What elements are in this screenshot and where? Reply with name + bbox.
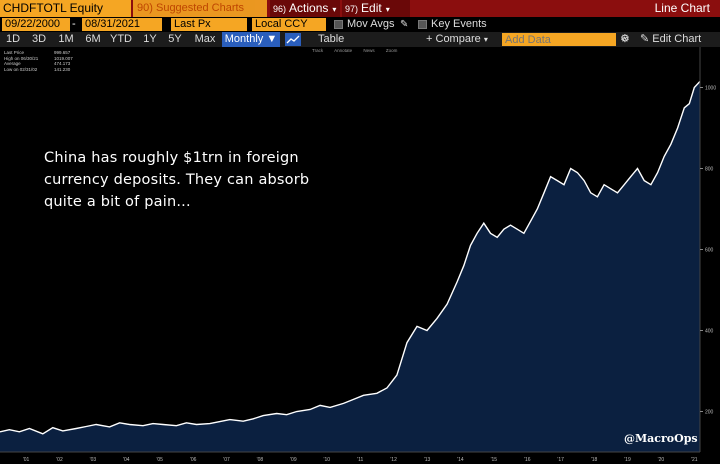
- table-button[interactable]: Table: [318, 33, 345, 45]
- frequency-label: Monthly: [224, 33, 264, 45]
- suggested-charts-number: 90: [137, 2, 150, 14]
- edit-chart-label: Edit Chart: [652, 33, 702, 45]
- x-tick-label: '14: [457, 457, 464, 463]
- track-tool[interactable]: Track: [312, 48, 324, 53]
- ticker-field[interactable]: CHDFTOTL Equity: [0, 0, 131, 17]
- range-6m[interactable]: 6M: [85, 33, 101, 45]
- key-events-checkbox[interactable]: [418, 20, 427, 29]
- compare-button[interactable]: + Compare ▾: [426, 32, 488, 47]
- range-1y[interactable]: 1Y: [143, 33, 157, 45]
- x-tick-label: '13: [424, 457, 431, 463]
- gear-icon[interactable]: ⚙: [620, 33, 630, 45]
- watermark: @MacroOps: [624, 432, 698, 445]
- end-date-field[interactable]: 08/31/2021: [82, 18, 162, 31]
- compare-label: Compare: [435, 33, 481, 45]
- caret-down-icon: ▾: [332, 5, 337, 14]
- window-title: Line Chart: [654, 1, 710, 15]
- range-1d[interactable]: 1D: [5, 33, 21, 45]
- legend-label: High on 06/30/21: [4, 55, 39, 61]
- mov-avgs-checkbox[interactable]: [334, 20, 343, 29]
- chart-tools: Track Annotate News Zoom: [312, 48, 407, 53]
- edit-number: 97): [345, 4, 359, 14]
- parameter-bar: 09/22/2000 - 08/31/2021 Last Px Local CC…: [0, 17, 720, 32]
- y-tick-label: 400: [705, 329, 714, 335]
- series-line: [0, 80, 701, 435]
- news-tool[interactable]: News: [363, 48, 375, 53]
- x-tick-label: '12: [390, 457, 397, 463]
- currency-selector[interactable]: Local CCY: [252, 18, 326, 31]
- mov-avgs-label: Mov Avgs: [347, 18, 395, 30]
- range-3d[interactable]: 3D: [31, 33, 47, 45]
- caret-down-icon: ▾: [385, 5, 390, 14]
- title-bar: CHDFTOTL Equity 90) Suggested Charts 96)…: [0, 0, 720, 17]
- x-tick-label: '20: [658, 457, 665, 463]
- line-chart-icon[interactable]: [285, 33, 301, 46]
- price-chart[interactable]: 200 400 600 800 1000 '01 '02 '03 '04 '05 '06 '07 '08…: [0, 47, 720, 464]
- caret-down-icon: ▾: [483, 35, 488, 44]
- field-selector[interactable]: Last Px: [171, 18, 247, 31]
- x-tick-label: '01: [23, 457, 30, 463]
- pencil-icon[interactable]: ✎: [400, 19, 409, 30]
- x-tick-label: '06: [190, 457, 197, 463]
- x-tick-label: '08: [257, 457, 264, 463]
- x-tick-label: '02: [56, 457, 63, 463]
- range-ytd[interactable]: YTD: [110, 33, 132, 45]
- x-tick-label: '07: [223, 457, 230, 463]
- range-1m[interactable]: 1M: [58, 33, 74, 45]
- legend-average: Average 474.173: [4, 61, 73, 67]
- legend-value: 999.657: [54, 50, 71, 55]
- y-tick-label: 200: [705, 410, 714, 416]
- actions-label: Actions: [289, 1, 329, 15]
- x-tick-label: '09: [290, 457, 297, 463]
- legend-label: Low on 02/31/02: [4, 66, 38, 72]
- x-tick-label: '17: [557, 457, 564, 463]
- suggested-charts-button[interactable]: 90) Suggested Charts: [133, 0, 267, 17]
- x-tick-label: '04: [123, 457, 130, 463]
- legend-value: 1019.007: [54, 55, 73, 61]
- x-tick-label: '03: [90, 457, 97, 463]
- actions-number: 96): [273, 4, 287, 14]
- legend-value: 474.173: [54, 61, 71, 66]
- key-events-label: Key Events: [431, 18, 487, 30]
- legend-label: Last Price: [4, 50, 25, 55]
- add-data-input[interactable]: [502, 33, 616, 46]
- suggested-charts-label: Suggested Charts: [155, 2, 245, 14]
- y-tick-label: 600: [705, 248, 714, 254]
- legend-last-price: Last Price 999.657: [4, 50, 73, 56]
- y-tick-label: 1000: [705, 86, 716, 92]
- start-date-field[interactable]: 09/22/2000: [2, 18, 70, 31]
- legend-value: 141.230: [54, 66, 71, 72]
- legend-label: Average: [4, 61, 21, 66]
- legend-high: High on 06/30/21 1019.007: [4, 56, 73, 62]
- frequency-dropdown[interactable]: Monthly ▼: [222, 32, 280, 47]
- range-toolbar: 1D 3D 1M 6M YTD 1Y 5Y Max Monthly ▼ Tabl…: [0, 32, 720, 47]
- x-tick-label: '11: [357, 457, 363, 463]
- x-tick-label: '10: [324, 457, 331, 463]
- range-5y[interactable]: 5Y: [168, 33, 182, 45]
- x-tick-label: '05: [156, 457, 163, 463]
- annotate-tool[interactable]: Annotate: [334, 48, 353, 53]
- chart-legend: Last Price 999.657 High on 06/30/21 1019.0…: [4, 50, 73, 72]
- legend-low: Low on 02/31/02 141.230: [4, 67, 73, 73]
- x-tick-label: '21: [691, 457, 698, 463]
- pencil-icon: ✎: [640, 33, 650, 45]
- date-separator: -: [72, 18, 76, 30]
- range-max[interactable]: Max: [194, 33, 216, 45]
- plus-icon: +: [426, 33, 433, 45]
- chart-annotation: China has roughly $1trn in foreign curre…: [44, 150, 310, 210]
- x-tick-label: '18: [591, 457, 598, 463]
- zoom-tool[interactable]: Zoom: [385, 48, 398, 53]
- actions-menu[interactable]: 96) Actions ▾: [270, 0, 340, 17]
- collapse-icon[interactable]: «: [622, 33, 629, 45]
- x-tick-label: '19: [624, 457, 631, 463]
- y-tick-label: 800: [705, 167, 714, 173]
- edit-chart-button[interactable]: ✎ Edit Chart: [640, 32, 701, 47]
- x-tick-label: '15: [491, 457, 498, 463]
- edit-menu[interactable]: 97) Edit ▾: [342, 0, 410, 17]
- x-tick-label: '16: [524, 457, 531, 463]
- caret-down-icon: ▼: [266, 33, 278, 45]
- series-area: [0, 81, 700, 453]
- edit-label: Edit: [361, 1, 382, 15]
